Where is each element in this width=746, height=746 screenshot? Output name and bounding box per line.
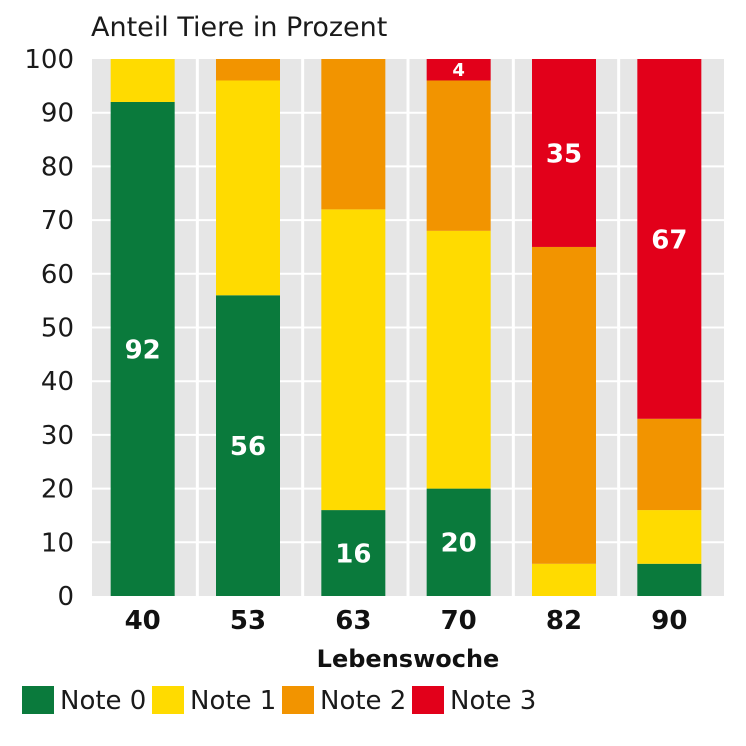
bar-segment: [426, 59, 491, 81]
y-tick-label: 60: [41, 260, 74, 290]
bar-segment: [216, 295, 280, 596]
y-tick-label: 100: [24, 45, 74, 75]
legend-label: Note 2: [320, 686, 406, 716]
y-tick-label: 20: [41, 475, 74, 505]
data-label: 4: [452, 60, 465, 81]
legend-swatch: [282, 686, 314, 714]
bar-segment: [532, 563, 596, 596]
data-label: 67: [651, 225, 687, 255]
bar-segment: [637, 418, 702, 511]
y-tick-label: 0: [57, 582, 74, 612]
bar-segment: [532, 246, 596, 564]
y-tick-label: 30: [41, 421, 74, 451]
bar-segment: [637, 59, 702, 419]
y-tick-label: 70: [41, 206, 74, 236]
data-label: 35: [546, 139, 582, 169]
x-tick-label: 70: [441, 606, 477, 636]
bar-segment: [426, 488, 491, 596]
bar-segment: [637, 510, 702, 564]
x-tick-label: 40: [125, 606, 161, 636]
data-label: 16: [335, 539, 371, 569]
bar-segment: [426, 80, 491, 231]
bar-segment: [216, 80, 280, 296]
y-tick-label: 50: [41, 314, 74, 344]
y-tick-label: 80: [41, 152, 74, 182]
y-tick-label: 40: [41, 367, 74, 397]
chart-title: Anteil Tiere in Prozent: [91, 12, 387, 43]
y-tick-label: 90: [41, 99, 74, 129]
y-tick-label: 10: [41, 528, 74, 558]
legend-label: Note 1: [190, 686, 276, 716]
x-tick-label: 53: [230, 606, 266, 636]
bar-segment: [216, 59, 280, 81]
legend: Note 0 Note 1 Note 2 Note 3: [22, 686, 536, 716]
legend-label: Note 3: [450, 686, 536, 716]
data-label: 20: [441, 529, 477, 559]
gridlines: [92, 59, 724, 596]
data-labels: 92 56 16 20 4 35 67: [125, 60, 688, 569]
data-label: 56: [230, 432, 266, 462]
bar-segment: [426, 230, 491, 489]
legend-swatch: [412, 686, 444, 714]
x-tick-label: 63: [335, 606, 371, 636]
bar-segment: [532, 59, 596, 247]
legend-label: Note 0: [60, 686, 146, 716]
legend-swatch: [22, 686, 54, 714]
bar-segment: [110, 59, 175, 102]
x-axis: 40 53 63 70 82 90: [125, 606, 688, 636]
bar-segment: [321, 510, 386, 596]
bar-segment: [321, 59, 386, 210]
bar-segment: [637, 563, 702, 596]
data-label: 92: [125, 335, 161, 365]
bars: [110, 59, 702, 597]
bar-segment: [321, 209, 386, 511]
y-axis: 0 10 20 30 40 50 60 70 80 90 100: [24, 45, 74, 612]
x-tick-label: 90: [651, 606, 687, 636]
legend-swatch: [152, 686, 184, 714]
x-axis-label: Lebenswoche: [317, 645, 500, 673]
bar-segment: [110, 101, 175, 597]
x-tick-label: 82: [546, 606, 582, 636]
